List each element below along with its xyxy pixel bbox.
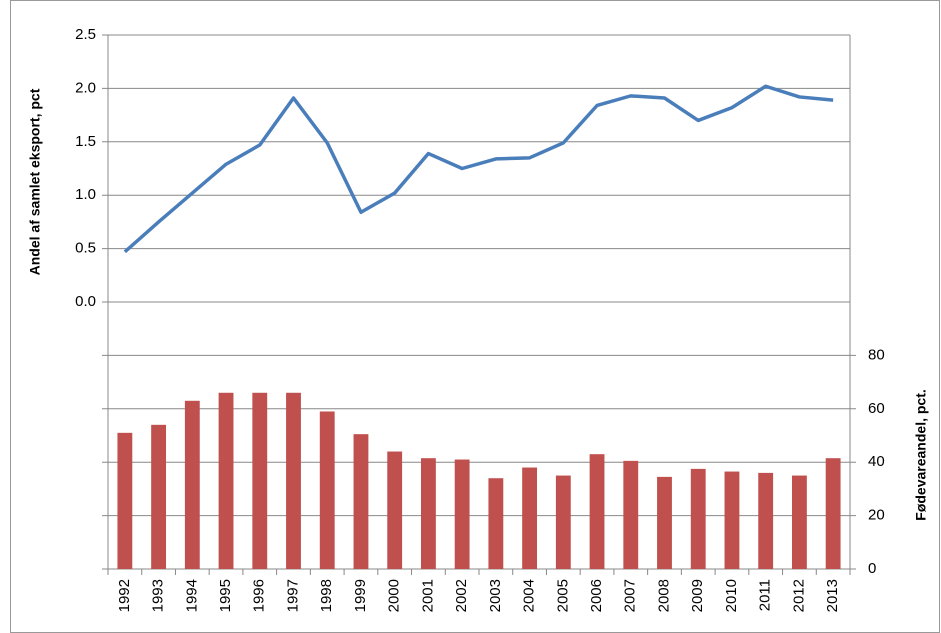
bar <box>690 468 706 569</box>
bar <box>825 458 841 569</box>
y-axis-title: Andel af samlet eksport, pct <box>27 88 43 275</box>
bar <box>387 451 403 569</box>
bar <box>252 392 268 569</box>
bar <box>791 475 807 569</box>
x-tick-label: 2000 <box>386 579 403 612</box>
x-tick-label: 1995 <box>217 579 234 612</box>
y-tick-label: 0.5 <box>75 240 96 257</box>
y2-axis-title: Fødevareandel, pct. <box>913 389 929 520</box>
x-tick-label: 1996 <box>251 579 268 612</box>
x-tick-label: 2004 <box>521 579 538 612</box>
y2-tick-label: 40 <box>868 453 885 470</box>
x-tick-label: 2009 <box>689 579 706 612</box>
x-tick-label: 2003 <box>487 579 504 612</box>
bar <box>589 454 605 569</box>
bar <box>623 460 639 569</box>
y2-tick-label: 0 <box>868 560 876 577</box>
y-tick-label: 1.5 <box>75 133 96 150</box>
bar <box>353 434 369 569</box>
x-tick-label: 2007 <box>622 579 639 612</box>
x-tick-label: 2005 <box>554 579 571 612</box>
bar <box>522 467 538 569</box>
bar <box>286 392 301 569</box>
bar <box>454 459 470 569</box>
y-tick-label: 1.0 <box>75 186 96 203</box>
x-tick-label: 2001 <box>419 579 436 612</box>
y2-tick-label: 80 <box>868 346 885 363</box>
bar <box>420 458 436 569</box>
x-tick-label: 1993 <box>150 579 167 612</box>
x-tick-label: 1999 <box>352 579 369 612</box>
bar <box>758 472 774 569</box>
y-tick-label: 2.0 <box>75 79 96 96</box>
y-tick-label: 0.0 <box>75 293 96 310</box>
x-tick-label: 2011 <box>757 579 774 611</box>
x-tick-label: 2006 <box>588 579 605 612</box>
y2-tick-label: 60 <box>868 400 885 417</box>
y-tick-label: 2.5 <box>75 26 96 43</box>
x-tick-label: 2002 <box>453 579 470 612</box>
bar <box>151 424 167 569</box>
bar <box>319 411 335 569</box>
x-tick-label: 1992 <box>116 579 133 612</box>
x-tick-label: 1994 <box>183 579 200 612</box>
x-tick-label: 2013 <box>824 579 841 612</box>
bar <box>488 478 504 569</box>
x-tick-label: 2008 <box>655 579 672 612</box>
bar <box>724 471 740 569</box>
x-tick-label: 1997 <box>284 579 301 612</box>
y2-tick-label: 20 <box>868 507 885 524</box>
x-tick-label: 1998 <box>318 579 335 612</box>
bar <box>218 392 234 569</box>
bar <box>117 432 133 569</box>
line <box>123 84 834 254</box>
bar <box>555 475 571 569</box>
x-tick-label: 2010 <box>723 579 740 612</box>
x-tick-label: 2012 <box>790 579 807 612</box>
bar <box>657 476 672 569</box>
bar <box>184 400 200 569</box>
